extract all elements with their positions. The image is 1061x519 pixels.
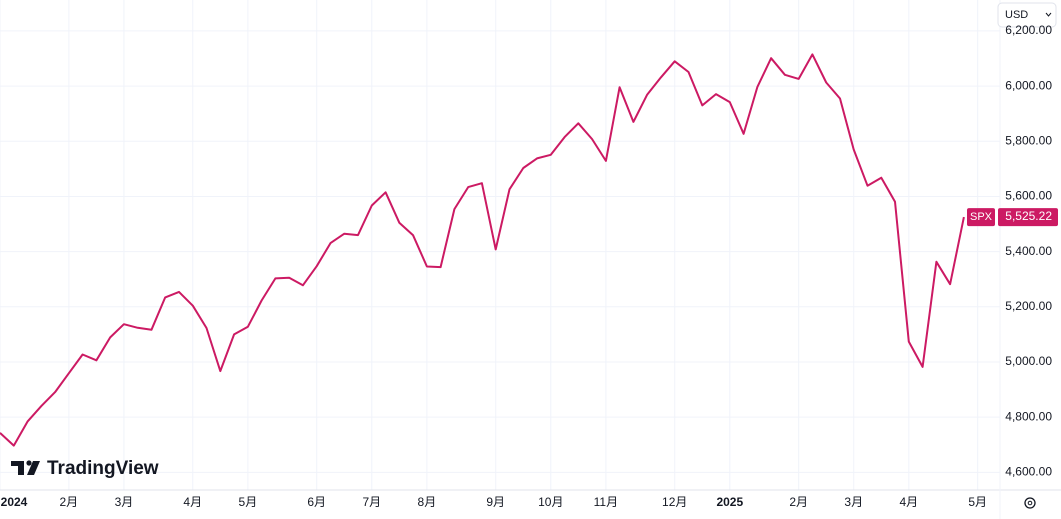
x-tick-label: 4月 <box>899 495 918 509</box>
x-tick-label: 2024 <box>1 495 28 509</box>
x-tick-label: 2025 <box>716 495 743 509</box>
x-tick-label: 8月 <box>418 495 437 509</box>
y-tick-label: 4,600.00 <box>1005 465 1052 479</box>
symbol-label: SPX <box>970 211 993 223</box>
y-tick-label: 6,000.00 <box>1005 78 1052 92</box>
price-label: 5,525.22 <box>1005 209 1052 223</box>
logo-mark <box>27 461 40 475</box>
y-tick-label: 5,400.00 <box>1005 244 1052 258</box>
y-tick-label: 5,200.00 <box>1005 299 1052 313</box>
y-tick-label: 5,000.00 <box>1005 354 1052 368</box>
settings-icon[interactable] <box>1024 497 1036 509</box>
x-tick-label: 6月 <box>307 495 326 509</box>
x-tick-label: 2月 <box>789 495 808 509</box>
x-tick-label: 3月 <box>115 495 134 509</box>
x-tick-label: 5月 <box>968 495 987 509</box>
y-tick-label: 5,600.00 <box>1005 189 1052 203</box>
settings-button[interactable] <box>1024 497 1036 509</box>
price-badge <box>998 208 1058 227</box>
y-tick-label: 4,800.00 <box>1005 409 1052 423</box>
brand-logo: TradingView <box>11 458 159 479</box>
settings-icon-center[interactable] <box>1027 500 1033 506</box>
y-tick-label: 6,200.00 <box>1005 23 1052 37</box>
x-tick-label: 11月 <box>594 495 618 509</box>
currency-box[interactable] <box>997 2 1057 28</box>
grid <box>0 0 1000 490</box>
currency-button[interactable]: USD <box>997 2 1057 28</box>
x-tick-label: 10月 <box>538 495 563 509</box>
x-tick-label: 12月 <box>662 495 687 509</box>
logo-mark <box>11 461 24 475</box>
symbol-badge <box>967 208 995 227</box>
price-line <box>0 53 965 447</box>
x-tick-label: 7月 <box>362 495 381 509</box>
plot <box>0 53 965 447</box>
x-tick-label: 2月 <box>60 495 79 509</box>
y-tick-label: 5,800.00 <box>1005 133 1052 147</box>
x-tick-label: 5月 <box>239 495 258 509</box>
currency-label[interactable]: USD <box>1005 9 1028 21</box>
dropdown-arrow[interactable] <box>1045 12 1052 17</box>
logo-dot <box>26 460 32 466</box>
brand-name: TradingView <box>47 458 159 479</box>
x-tick-label: 4月 <box>183 495 202 509</box>
x-tick-label: 9月 <box>486 495 505 509</box>
x-tick-label: 3月 <box>844 495 863 509</box>
